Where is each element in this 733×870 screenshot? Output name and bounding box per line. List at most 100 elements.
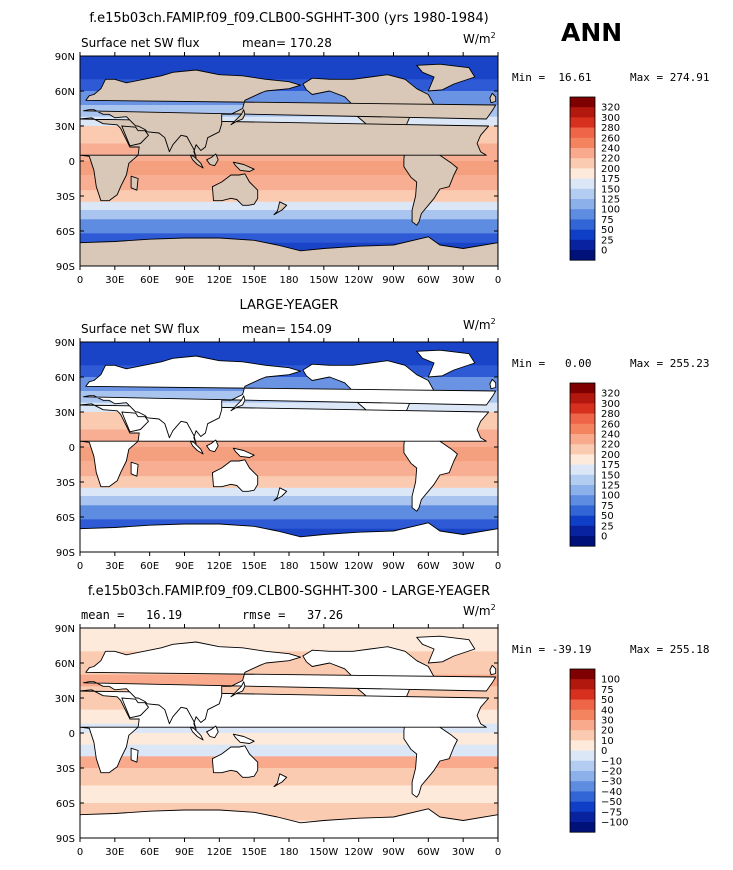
continents bbox=[80, 349, 498, 552]
panel-obs: LARGE-YEAGER Surface net SW flux mean= 1… bbox=[55, 298, 710, 572]
colorbar-swatch bbox=[570, 199, 595, 210]
lat-tick-label: 30N bbox=[55, 694, 75, 705]
lat-tick-label: 60N bbox=[55, 659, 75, 670]
lon-tick-label: 30E bbox=[105, 847, 124, 858]
continent-australia bbox=[211, 459, 259, 492]
continent-borneo bbox=[206, 725, 219, 739]
lon-tick-label: 30E bbox=[105, 561, 124, 572]
mean-label: mean = 16.19 bbox=[81, 608, 182, 622]
continent-eurasia bbox=[83, 355, 497, 444]
lon-tick-label: 150E bbox=[241, 847, 266, 858]
ocean-zone bbox=[80, 733, 498, 746]
colorbar-label: 50 bbox=[601, 225, 614, 236]
lon-tick-label: 120E bbox=[207, 847, 232, 858]
colorbar-label: 175 bbox=[601, 174, 620, 185]
colorbar-frame bbox=[569, 96, 596, 261]
lon-axis: 0 30E 60E 90E 120E 150E 180 150W 120W 90W 60W 30W 0 bbox=[77, 338, 501, 572]
continent-greenland bbox=[416, 635, 476, 664]
colorbar-swatch bbox=[570, 127, 595, 139]
colorbar-swatch bbox=[570, 474, 595, 486]
colorbar-swatch bbox=[570, 720, 595, 731]
colorbar-swatch bbox=[570, 760, 595, 772]
continent-madagascar bbox=[130, 747, 139, 763]
colorbar-swatch bbox=[570, 188, 595, 200]
continent-sumatra bbox=[189, 154, 204, 169]
map-plot: 90N 60N 30N 0 30S 60S 90S 0 30E 60E 90E 120E 150E 18… bbox=[55, 338, 501, 572]
lon-tick-label: 90W bbox=[382, 847, 405, 858]
rmse-label: rmse = 37.26 bbox=[242, 608, 343, 622]
colorbar-label: 200 bbox=[601, 450, 620, 461]
lat-tick-label: 60N bbox=[55, 373, 75, 384]
colorbar-label: 50 bbox=[601, 695, 614, 706]
lon-tick-label: 90E bbox=[175, 275, 194, 286]
lon-tick-label: 0 bbox=[77, 275, 83, 286]
continent-new-zealand bbox=[273, 201, 288, 216]
colorbar-swatch bbox=[570, 689, 595, 700]
colorbar-label: 240 bbox=[601, 144, 620, 155]
ocean-zone bbox=[80, 201, 498, 211]
colorbar-label: 150 bbox=[601, 470, 620, 481]
colorbar-swatch bbox=[570, 750, 595, 762]
colorbar-label: −30 bbox=[601, 777, 622, 788]
ocean-zone bbox=[80, 505, 498, 520]
lon-tick-label: 30W bbox=[452, 275, 475, 286]
colorbar-swatch bbox=[570, 97, 595, 108]
lat-tick-label: 60S bbox=[56, 227, 75, 238]
colorbar-swatch bbox=[570, 413, 595, 425]
lon-tick-label: 150W bbox=[309, 561, 338, 572]
colorbar-swatch bbox=[570, 740, 595, 751]
min-label: Min = -39.19 bbox=[512, 643, 591, 656]
min-label: Min = 0.00 bbox=[512, 357, 591, 370]
variable-label: Surface net SW flux bbox=[81, 322, 200, 336]
lon-tick-label: 150W bbox=[309, 275, 338, 286]
ocean-zone bbox=[80, 768, 498, 787]
colorbar-label: 260 bbox=[601, 419, 620, 430]
colorbar-swatch bbox=[570, 158, 595, 169]
continent-borneo bbox=[206, 439, 219, 453]
ocean-zone bbox=[80, 461, 498, 477]
ocean-zone bbox=[80, 161, 498, 176]
colorbar-swatch bbox=[570, 505, 595, 516]
panel-diff: f.e15b03ch.FAMIP.f09_f09.CLB00-SGHHT-300… bbox=[55, 584, 710, 858]
continent-uk bbox=[489, 664, 497, 676]
lon-tick-label: 180 bbox=[279, 275, 298, 286]
lon-tick-label: 0 bbox=[495, 275, 501, 286]
units-label: W/m2 bbox=[463, 317, 496, 332]
colorbar-label: 100 bbox=[601, 491, 620, 502]
panel-title: f.e15b03ch.FAMIP.f09_f09.CLB00-SGHHT-300… bbox=[88, 584, 490, 599]
colorbar-swatch bbox=[570, 107, 595, 118]
colorbar-swatch bbox=[570, 383, 595, 394]
ocean-zone bbox=[80, 496, 498, 506]
lat-tick-label: 30S bbox=[56, 192, 75, 203]
colorbar-swatch bbox=[570, 811, 595, 823]
lon-tick-label: 150E bbox=[241, 275, 266, 286]
colorbar-swatch bbox=[570, 403, 595, 414]
lon-tick-label: 120W bbox=[344, 561, 373, 572]
colorbar-swatch bbox=[570, 485, 595, 496]
colorbar-swatch bbox=[570, 730, 595, 741]
colorbar-label: 40 bbox=[601, 705, 614, 716]
lat-tick-label: 30N bbox=[55, 122, 75, 133]
colorbar-label: 240 bbox=[601, 430, 620, 441]
continent-south-america bbox=[403, 146, 458, 226]
colorbar-swatch bbox=[570, 178, 595, 190]
colorbar-swatch bbox=[570, 515, 595, 527]
colorbar-label: −50 bbox=[601, 797, 622, 808]
lon-tick-label: 120W bbox=[344, 275, 373, 286]
lon-tick-label: 150E bbox=[241, 561, 266, 572]
ocean-zone bbox=[80, 190, 498, 203]
continent-new-guinea bbox=[232, 447, 255, 458]
colorbar-swatch bbox=[570, 781, 595, 792]
map-plot: 90N 60N 30N 0 30S 60S 90S 0 30E 60E 90E 120E 150E 18… bbox=[55, 52, 501, 286]
continent-uk bbox=[489, 92, 497, 104]
continent-madagascar bbox=[130, 461, 139, 477]
continent-africa bbox=[80, 689, 490, 774]
continent-uk bbox=[489, 378, 497, 390]
lat-tick-label: 0 bbox=[69, 157, 75, 168]
ocean-zone bbox=[80, 744, 498, 757]
colorbar-label: −40 bbox=[601, 787, 622, 798]
colorbar-swatch bbox=[570, 791, 595, 802]
continent-australia bbox=[211, 745, 259, 778]
lat-tick-label: 0 bbox=[69, 443, 75, 454]
min-label: Min = 16.61 bbox=[512, 71, 591, 84]
